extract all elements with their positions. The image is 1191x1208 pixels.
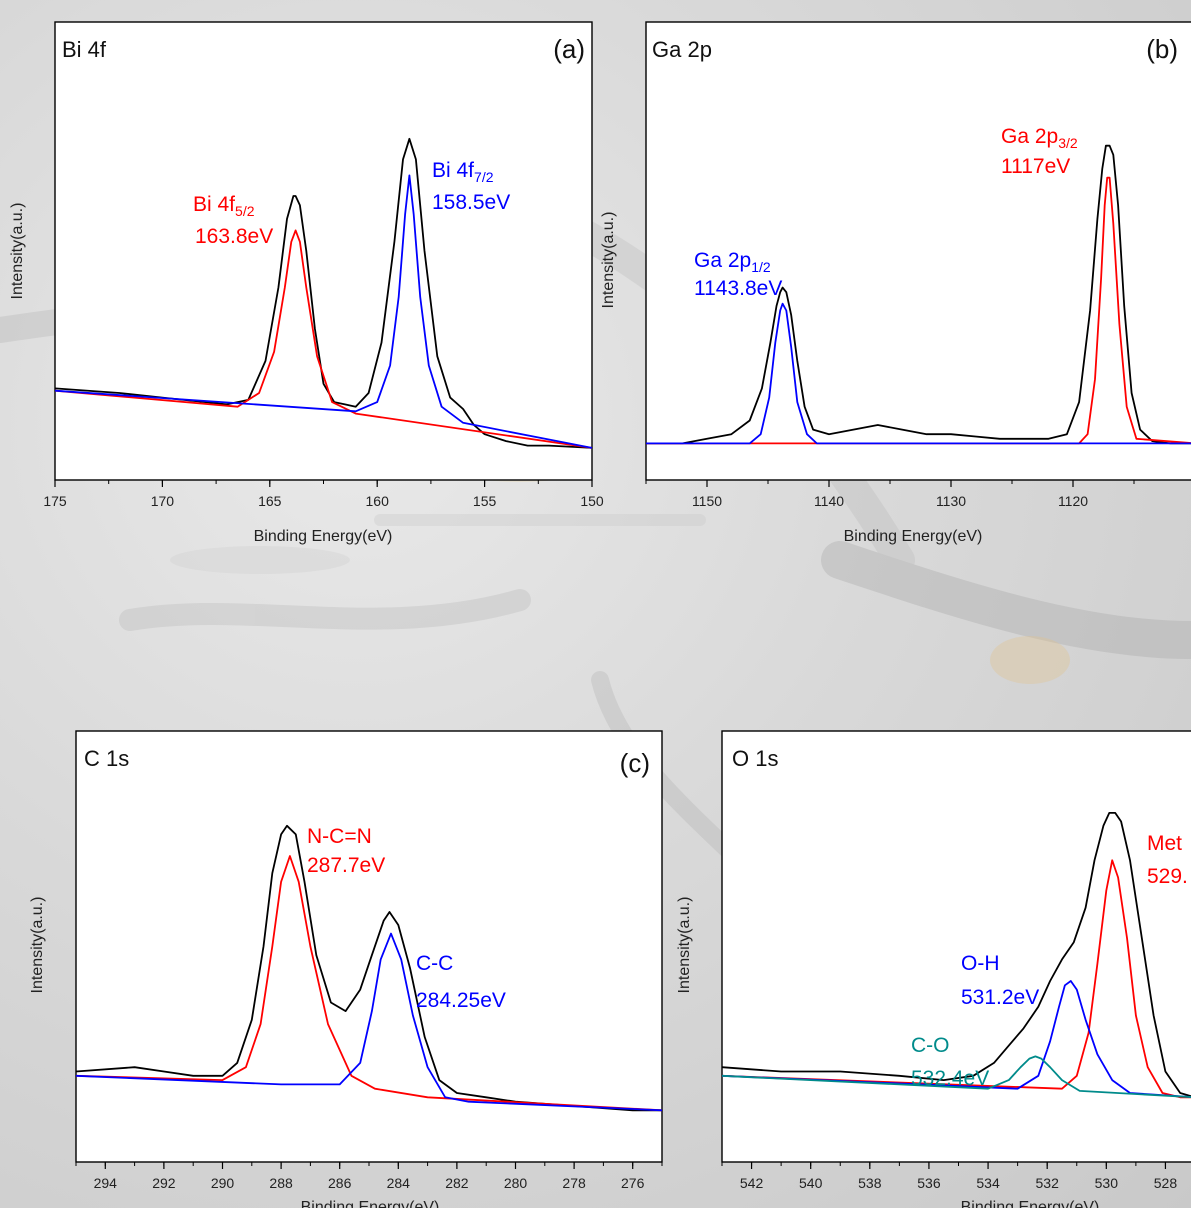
x-tick-label: 290: [211, 1175, 235, 1191]
peak-annotation: 158.5eV: [432, 191, 510, 214]
x-axis-label: Binding Energy(eV): [254, 528, 393, 545]
peak-annotation-subscript: 7/2: [474, 169, 494, 185]
peak-annotation: C-O: [911, 1034, 950, 1057]
peak-annotation: 531.2eV: [961, 986, 1039, 1009]
x-tick-label: 170: [151, 493, 175, 509]
x-tick-label: 276: [621, 1175, 645, 1191]
chart-panel-2: 1150 1140 1130 1120 Binding Energy(eV) Intens…: [600, 21, 1191, 545]
element-label: Ga 2p: [652, 37, 712, 62]
x-tick-label: 284: [387, 1175, 411, 1191]
chart-panel-4: 542 540 538 536 534 532 530 528 Binding Energy(e…: [676, 730, 1191, 1208]
series-line-2: [646, 176, 1191, 445]
peak-annotation: O-H: [961, 952, 1000, 975]
x-tick-label: 534: [976, 1175, 1000, 1191]
peak-annotation-subscript: 3/2: [1058, 135, 1078, 151]
series-line-2: [76, 855, 662, 1112]
x-tick-label: 292: [152, 1175, 176, 1191]
series-line-1: [646, 144, 1191, 445]
x-axis-label: Binding Energy(eV): [961, 1199, 1100, 1208]
x-tick-label: 536: [917, 1175, 941, 1191]
element-label: O 1s: [732, 746, 778, 771]
series-line-1: [55, 137, 592, 449]
series-line-3: [55, 174, 592, 449]
peak-annotation-subscript: 5/2: [235, 203, 255, 219]
peak-annotation: 287.7eV: [307, 854, 385, 877]
series-line-2: [55, 229, 592, 449]
y-axis-label: Intensity(a.u.): [676, 897, 693, 994]
x-axis-label: Binding Energy(eV): [301, 1199, 440, 1208]
peak-annotation: 532.4eV: [911, 1067, 989, 1090]
x-tick-label: 540: [799, 1175, 823, 1191]
element-label: C 1s: [84, 746, 129, 771]
plot-area: [54, 21, 593, 481]
series-line-1: [722, 812, 1191, 1098]
peak-annotation: 529.: [1147, 865, 1188, 888]
x-tick-label: 1120: [1058, 493, 1088, 509]
peak-annotation: Met: [1147, 832, 1182, 855]
x-tick-label: 542: [740, 1175, 764, 1191]
x-tick-label: 288: [269, 1175, 293, 1191]
peak-annotation: 1143.8eV: [694, 277, 782, 300]
y-axis-label: Intensity(a.u.): [600, 212, 617, 309]
plot-area: [75, 730, 663, 1163]
chart-panel-1: 175 170 165 160 155 150 Binding Energy(eV) Inte…: [9, 21, 604, 545]
peak-annotation: C-C: [416, 952, 453, 975]
x-tick-label: 282: [445, 1175, 469, 1191]
x-tick-label: 1150: [692, 493, 722, 509]
y-axis-label: Intensity(a.u.): [9, 203, 26, 300]
series-line-4: [722, 1055, 1191, 1098]
peak-annotation: N-C=N: [307, 825, 372, 848]
x-tick-label: 155: [473, 493, 497, 509]
x-tick-label: 278: [562, 1175, 586, 1191]
x-tick-label: 286: [328, 1175, 352, 1191]
x-tick-label: 165: [258, 493, 282, 509]
x-tick-label: 150: [580, 493, 604, 509]
panel-label: (b): [1146, 34, 1178, 64]
x-tick-label: 175: [43, 493, 67, 509]
series-line-1: [76, 824, 662, 1112]
x-tick-label: 1140: [814, 493, 844, 509]
x-tick-label: 1130: [936, 493, 966, 509]
panel-label: (a): [553, 34, 585, 64]
peak-annotation: 1117eV: [1001, 155, 1070, 178]
series-line-3: [76, 932, 662, 1112]
peak-annotation: Bi 4f5/2: [193, 193, 255, 219]
series-line-3: [646, 302, 1191, 445]
series-line-3: [722, 980, 1191, 1098]
y-axis-label: Intensity(a.u.): [29, 897, 46, 994]
plot-area: [645, 21, 1191, 481]
chart-panel-3: 294 292 290 288 286 284 282 280 278 276 Binding En…: [29, 730, 663, 1208]
x-tick-label: 160: [366, 493, 390, 509]
peak-annotation: 163.8eV: [195, 225, 273, 248]
plot-area: [721, 730, 1191, 1163]
x-tick-label: 538: [858, 1175, 882, 1191]
panel-label: (c): [620, 748, 650, 778]
x-tick-label: 532: [1036, 1175, 1060, 1191]
x-tick-label: 530: [1095, 1175, 1119, 1191]
series-line-2: [722, 859, 1191, 1099]
x-tick-label: 280: [504, 1175, 528, 1191]
peak-annotation: 284.25eV: [416, 989, 506, 1012]
x-tick-label: 294: [94, 1175, 118, 1191]
element-label: Bi 4f: [62, 37, 107, 62]
x-axis-label: Binding Energy(eV): [844, 528, 983, 545]
x-tick-label: 528: [1154, 1175, 1178, 1191]
peak-annotation-subscript: 1/2: [751, 259, 771, 275]
